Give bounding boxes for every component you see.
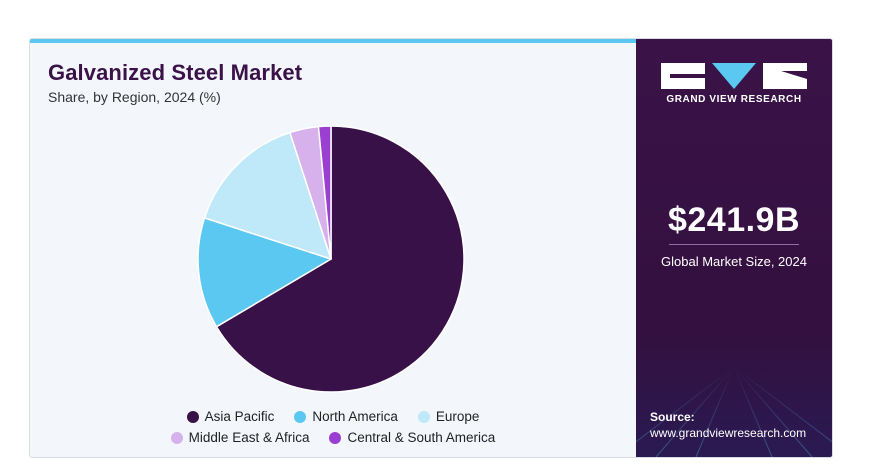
legend-item-central-south-america: Central & South America (329, 430, 495, 445)
source-label: Source: (650, 410, 695, 424)
info-sidebar: GRAND VIEW RESEARCH $241.9B Global Marke… (636, 39, 832, 457)
chart-card: Galvanized Steel Market Share, by Region… (29, 38, 833, 458)
market-size-value: $241.9B (667, 201, 801, 239)
legend-dot-europe (417, 410, 430, 423)
legend-item-europe: Europe (417, 409, 480, 424)
grand-view-research-logo (661, 63, 807, 89)
legend-dot-asia-pacific (186, 410, 199, 423)
legend-label-central-south-america: Central & South America (347, 430, 496, 445)
chart-panel: Galvanized Steel Market Share, by Region… (30, 43, 636, 457)
legend-dot-central-south-america (329, 431, 342, 444)
pie-slice-central-south-america (317, 125, 332, 260)
legend-dot-middle-east-africa (170, 431, 183, 444)
market-size-label: Global Market Size, 2024 (661, 254, 807, 269)
legend-item-asia-pacific: Asia Pacific (186, 409, 275, 424)
divider (669, 244, 799, 245)
legend-row-1: Asia Pacific North America Europe (30, 406, 636, 427)
legend-label-asia-pacific: Asia Pacific (204, 409, 275, 424)
pie-chart (197, 125, 465, 393)
legend-label-europe: Europe (435, 409, 480, 424)
legend-item-middle-east-africa: Middle East & Africa (170, 430, 310, 445)
chart-legend: Asia Pacific North America Europe Middle… (30, 406, 636, 448)
legend-row-2: Middle East & Africa Central & South Ame… (30, 427, 636, 448)
accent-bar (30, 39, 636, 43)
pie-slice-asia-pacific (215, 125, 465, 393)
pie-slice-north-america (197, 217, 332, 328)
legend-label-north-america: North America (312, 409, 398, 424)
decorative-grid (636, 367, 832, 457)
brand-name: GRAND VIEW RESEARCH (666, 94, 802, 105)
chart-subtitle: Share, by Region, 2024 (%) (48, 89, 221, 105)
source-url[interactable]: www.grandviewresearch.com (650, 426, 807, 440)
chart-title: Galvanized Steel Market (48, 60, 303, 85)
legend-dot-north-america (294, 410, 307, 423)
legend-item-north-america: North America (294, 409, 398, 424)
pie-slice-europe (203, 131, 332, 260)
legend-label-middle-east-africa: Middle East & Africa (188, 430, 310, 445)
